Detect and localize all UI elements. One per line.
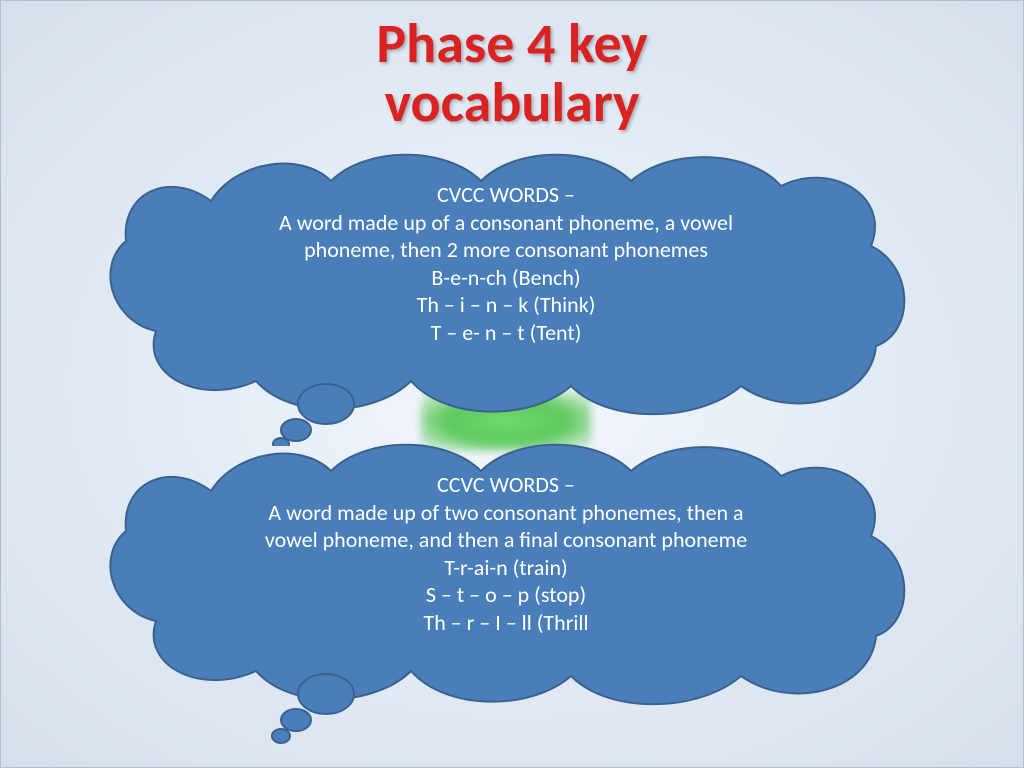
cloud-2-content: CCVC WORDS – A word made up of two conso…	[166, 471, 846, 636]
cloud-2-example: Th – r – I – ll (Thrill	[166, 609, 846, 637]
cloud-1-example: B-e-n-ch (Bench)	[166, 264, 846, 292]
cloud-1-line: phoneme, then 2 more consonant phonemes	[166, 236, 846, 264]
title-line-2: vocabulary	[384, 69, 639, 137]
page-title: Phase 4 key vocabulary	[1, 15, 1023, 133]
cloud-1-content: CVCC WORDS – A word made up of a consona…	[166, 181, 846, 346]
cloud-2-line: vowel phoneme, and then a final consonan…	[166, 526, 846, 554]
cloud-1-example: Th – i – n – k (Think)	[166, 291, 846, 319]
cloud-1-example: T – e- n – t (Tent)	[166, 319, 846, 347]
cloud-2-line: A word made up of two consonant phonemes…	[166, 499, 846, 527]
cloud-2-example: S – t – o – p (stop)	[166, 581, 846, 609]
cloud-2-example: T-r-ai-n (train)	[166, 554, 846, 582]
cloud-1-line: A word made up of a consonant phoneme, a…	[166, 209, 846, 237]
slide: Phase 4 key vocabulary CVCC WORDS – A wo…	[0, 0, 1024, 768]
cloud-2-heading: CCVC WORDS –	[166, 471, 846, 499]
cloud-1-heading: CVCC WORDS –	[166, 181, 846, 209]
title-line-1: Phase 4 key	[376, 10, 647, 78]
